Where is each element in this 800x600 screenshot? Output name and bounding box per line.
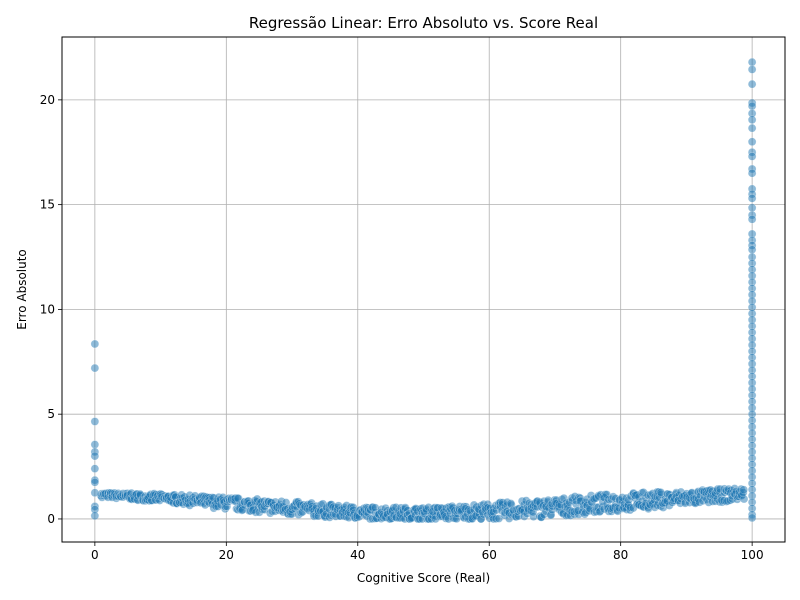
data-point xyxy=(747,203,757,212)
x-tick-label: 60 xyxy=(482,548,497,562)
axis-ticks: 0 20 40 60 80 100 0 5 10 15 20 xyxy=(40,93,764,562)
data-point xyxy=(90,511,100,521)
chart-title: Regressão Linear: Erro Absoluto vs. Scor… xyxy=(249,14,598,32)
data-point xyxy=(747,123,757,133)
data-point xyxy=(90,417,100,426)
y-axis-label: Erro Absoluto xyxy=(15,249,29,330)
x-tick-label: 40 xyxy=(350,548,365,562)
data-point xyxy=(90,363,100,373)
y-tick-label: 15 xyxy=(40,198,55,212)
y-tick-label: 0 xyxy=(47,512,55,526)
x-tick-label: 100 xyxy=(741,548,764,562)
data-point xyxy=(747,169,757,178)
x-tick-label: 20 xyxy=(219,548,234,562)
data-point xyxy=(90,440,100,449)
data-point xyxy=(747,194,757,203)
y-tick-label: 5 xyxy=(47,407,55,421)
data-point xyxy=(747,215,757,224)
y-tick-label: 20 xyxy=(40,93,55,107)
data-point xyxy=(747,152,757,161)
x-axis-label: Cognitive Score (Real) xyxy=(357,571,490,585)
data-point xyxy=(739,485,748,494)
data-point xyxy=(90,339,100,349)
plot-frame xyxy=(61,36,786,543)
data-point xyxy=(747,137,757,146)
data-point xyxy=(747,513,757,523)
data-point xyxy=(90,464,100,473)
data-point xyxy=(747,115,757,124)
data-point xyxy=(90,478,100,487)
x-tick-label: 80 xyxy=(613,548,628,562)
data-point xyxy=(747,65,757,74)
x-tick-label: 0 xyxy=(91,548,99,562)
data-point xyxy=(90,451,100,461)
plot-area xyxy=(62,37,785,542)
data-point xyxy=(747,101,757,111)
y-tick-label: 10 xyxy=(40,302,55,316)
data-point xyxy=(747,57,757,67)
grid-lines xyxy=(62,37,785,542)
data-point xyxy=(747,79,757,89)
data-points xyxy=(90,57,757,524)
data-point xyxy=(747,245,757,254)
data-point xyxy=(90,488,100,497)
